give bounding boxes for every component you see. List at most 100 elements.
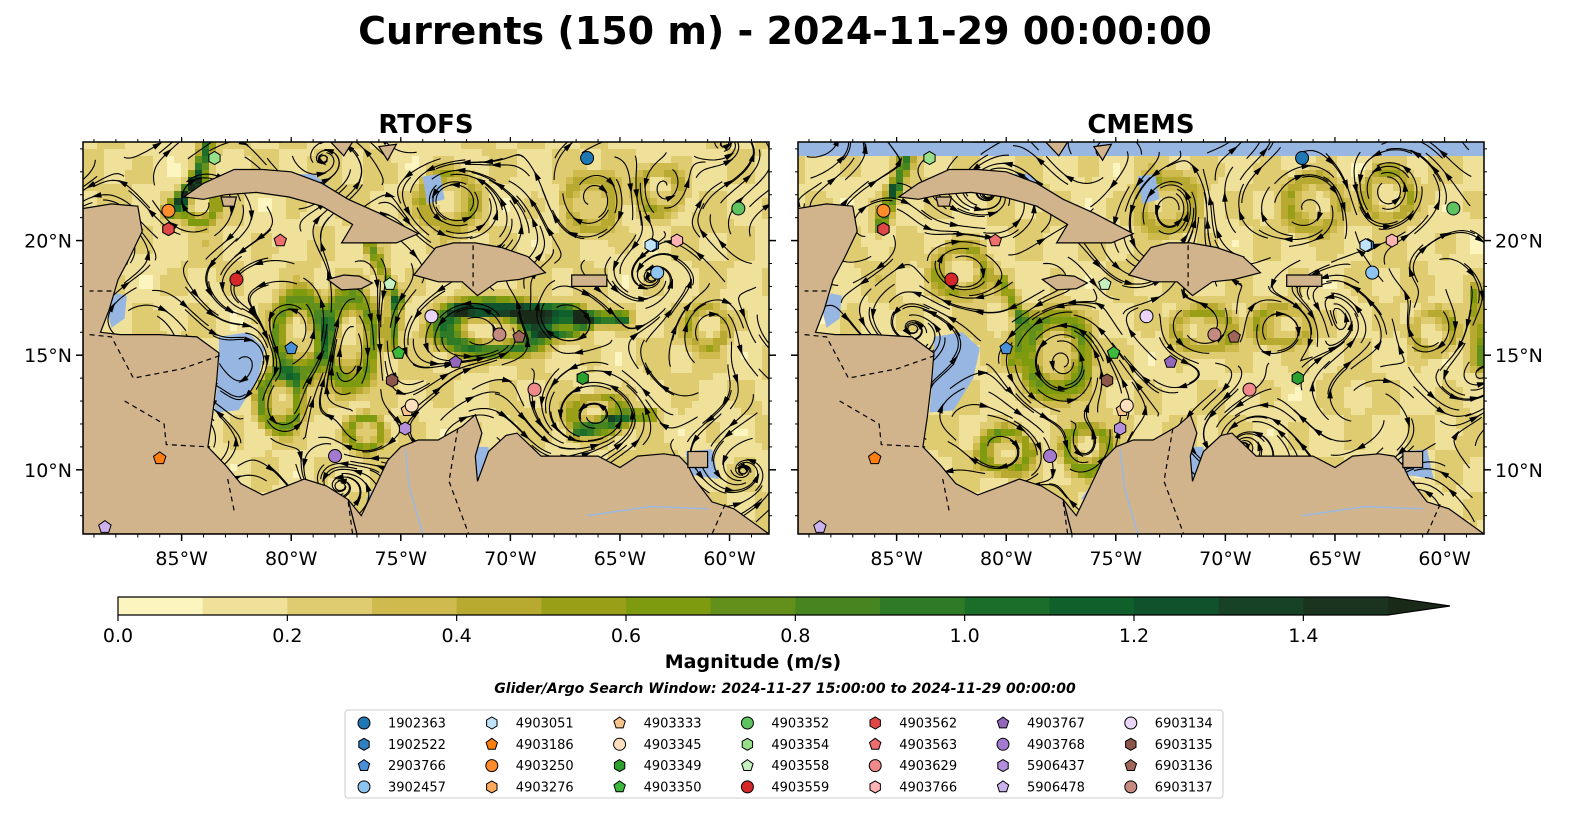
float-legend: 1902363 1902522 2903766 3902457 4903051 49031… <box>344 709 1224 799</box>
map-panel-cmems: CMEMS 85°W 80°W 75°W 70°W 65°W 60°W 20°N 15°N 10°… <box>791 110 1543 570</box>
colorbar-tick-label: 1.2 <box>1119 625 1149 647</box>
legend-marker <box>869 780 881 794</box>
colorbar-tick-label: 1.0 <box>950 625 980 647</box>
legend-marker <box>486 716 498 730</box>
legend-label: 4903350 <box>644 780 702 795</box>
float-marker <box>1359 238 1372 253</box>
x-tick-label: 65°W <box>1309 548 1362 570</box>
legend-marker <box>740 780 754 794</box>
colorbar-tick-label: 1.4 <box>1288 625 1318 647</box>
legend-item: 4903563 <box>868 737 957 753</box>
legend-item: 3902457 <box>357 780 446 795</box>
legend-label: 6903136 <box>1155 759 1213 774</box>
legend-label: 4903563 <box>899 738 957 753</box>
colorbar-tick-label: 0.6 <box>611 625 641 647</box>
legend-marker <box>357 716 371 730</box>
colorbar-bin <box>1303 597 1389 615</box>
x-tick-label: 70°W <box>484 548 537 570</box>
colorbar-bin <box>795 597 881 615</box>
legend-item: 6903135 <box>1125 737 1213 753</box>
x-tick-label: 65°W <box>594 548 647 570</box>
legend-item: 4903276 <box>486 780 574 795</box>
colorbar-bin <box>541 597 627 615</box>
float-marker <box>1098 276 1112 290</box>
float-marker <box>448 354 463 368</box>
legend-item: 4903766 <box>869 780 957 795</box>
legend-label: 4903558 <box>771 759 829 774</box>
colorbar-outline <box>117 596 1451 616</box>
legend-marker <box>613 737 627 751</box>
legend-marker <box>996 780 1010 793</box>
legend-item: 4903349 <box>613 759 702 774</box>
legend-marker <box>996 716 1010 729</box>
colorbar-bin <box>626 597 712 615</box>
colorbar-bin <box>287 597 373 615</box>
legend-marker <box>486 780 498 794</box>
colorbar-tick-label: 0.2 <box>272 625 302 647</box>
legend-marker <box>741 737 754 751</box>
legend-label: 4903629 <box>899 759 957 774</box>
x-tick-label: 60°W <box>703 548 756 570</box>
float-marker <box>1365 265 1380 280</box>
axis-ticks: 85°W 80°W 75°W 70°W 65°W 60°W 20°N 15°N 10°N <box>24 137 776 570</box>
legend-label: 4903352 <box>771 717 829 732</box>
legend-item: 4903350 <box>613 780 702 795</box>
colorbar-tick-label: 0.0 <box>103 625 133 647</box>
legend-label: 3902457 <box>388 780 446 795</box>
figure-title: Currents (150 m) - 2024-11-29 00:00:00 <box>358 9 1212 53</box>
legend-marker <box>485 759 499 773</box>
legend-marker <box>1125 737 1137 751</box>
float-marker <box>1100 373 1114 388</box>
y-tick-label: 15°N <box>1495 345 1543 367</box>
legend-item: 4903629 <box>868 759 957 774</box>
legend-item: 6903134 <box>1124 716 1213 732</box>
float-marker <box>988 233 1002 247</box>
legend-marker <box>741 758 754 771</box>
float-marker <box>208 150 221 166</box>
float-marker <box>1291 371 1304 386</box>
legend-marker <box>485 737 499 750</box>
float-marker <box>876 203 891 218</box>
float-marker <box>944 272 959 287</box>
legend-label: 4903766 <box>899 780 957 795</box>
land-masses <box>798 142 1484 534</box>
legend-item: 4903768 <box>996 737 1085 753</box>
float-markers <box>813 150 1461 533</box>
float-marker <box>1106 345 1121 359</box>
float-marker <box>1207 327 1222 342</box>
legend-marker <box>613 759 626 773</box>
legend-label: 4903186 <box>516 738 574 753</box>
float-marker <box>644 238 657 253</box>
float-marker <box>580 151 595 166</box>
map-frame <box>82 141 770 535</box>
colorbar-bin <box>118 597 204 615</box>
axis-ticks: 85°W 80°W 75°W 70°W 65°W 60°W 20°N 15°N 10°N <box>791 137 1543 570</box>
legend-item: 5906478 <box>996 780 1085 795</box>
legend-label: 4903767 <box>1027 717 1085 732</box>
y-tick-label: 20°N <box>24 231 72 253</box>
float-marker <box>399 421 412 436</box>
colorbar-bin <box>1049 597 1135 615</box>
legend-marker <box>1124 758 1138 771</box>
colorbar-bin <box>880 597 966 615</box>
float-marker <box>1043 449 1058 464</box>
legend-item: 6903137 <box>1124 780 1213 795</box>
panel-title: RTOFS <box>378 110 473 140</box>
legend-label: 1902363 <box>388 717 446 732</box>
legend-marker <box>613 716 626 729</box>
colorbar-bin <box>456 597 542 615</box>
legend-label: 4903354 <box>771 738 829 753</box>
legend-label: 4903768 <box>1027 738 1085 753</box>
float-marker <box>404 398 419 413</box>
map-panel-rtofs: RTOFS 85°W 80°W 75°W 70°W 65°W 60°W 20°N 15°N 10°… <box>24 110 776 570</box>
legend-label: 2903766 <box>388 759 446 774</box>
legend-label: 6903134 <box>1155 717 1213 732</box>
colorbar-bin <box>202 597 288 615</box>
x-tick-label: 85°W <box>155 548 208 570</box>
float-marker <box>1119 398 1134 413</box>
float-marker <box>383 276 397 290</box>
legend-item: 2903766 <box>357 758 446 774</box>
legend-label: 1902522 <box>388 738 446 753</box>
legend-label: 4903051 <box>516 717 574 732</box>
float-marker <box>229 272 244 287</box>
